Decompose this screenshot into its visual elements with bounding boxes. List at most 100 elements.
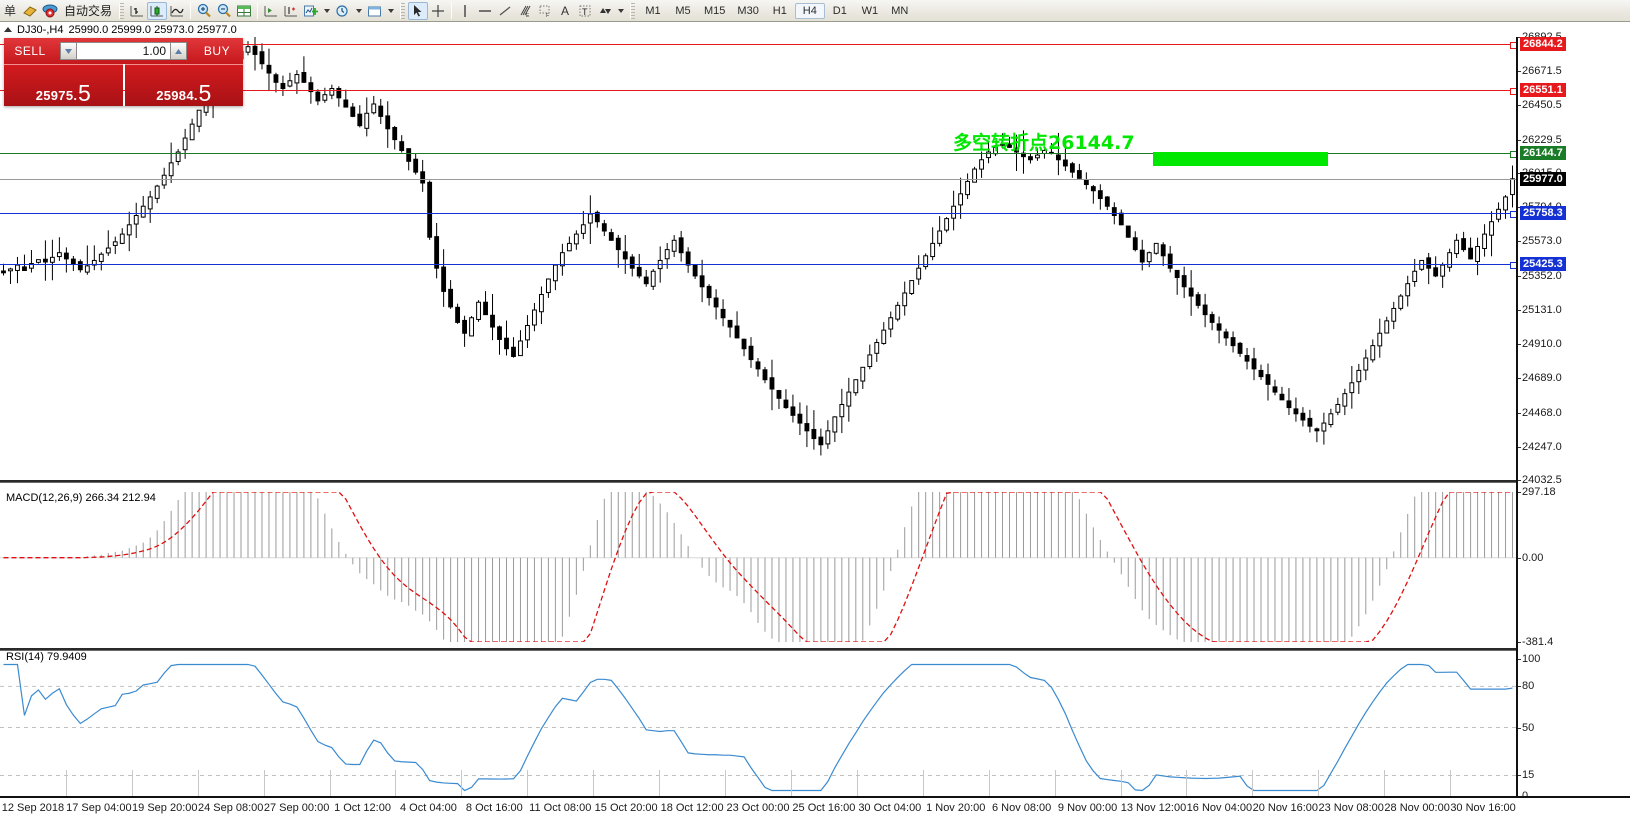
timeframe-mn[interactable]: MN — [891, 4, 909, 17]
arrows-icon[interactable] — [595, 2, 615, 20]
line-chart-icon[interactable] — [167, 2, 187, 20]
macd-pane[interactable] — [0, 492, 1516, 642]
macd-series — [0, 492, 1516, 642]
toolbar-grip-2[interactable] — [400, 2, 406, 19]
resistance-level-26844-line[interactable] — [0, 42, 1516, 50]
data-window-icon[interactable] — [234, 2, 254, 20]
time-tick: 17 Sep 04:00 — [66, 802, 132, 814]
crosshair-icon[interactable] — [428, 2, 448, 20]
candlestick-chart-icon[interactable] — [147, 1, 168, 20]
level-handle[interactable] — [1510, 87, 1516, 95]
time-gridline — [1054, 770, 1056, 796]
macd-tick: 297.18 — [1518, 486, 1556, 498]
macd-label: MACD(12,26,9) 266.34 212.94 — [4, 492, 158, 504]
main-toolbar: 单 自动交易 — [0, 0, 1630, 22]
autotrading-label[interactable]: 自动交易 — [64, 4, 113, 18]
price-tick: 24468.0 — [1518, 406, 1562, 419]
horizontal-line-icon[interactable] — [475, 2, 495, 20]
level-handle[interactable] — [1510, 262, 1516, 270]
support-level-25425-line[interactable] — [0, 262, 1516, 270]
support-level-25758-line[interactable] — [0, 210, 1516, 218]
buy-price-display[interactable]: 25984 . 5 — [124, 64, 243, 106]
new-order-icon[interactable]: 单 — [3, 4, 16, 18]
fibonacci-icon[interactable]: E — [515, 2, 535, 20]
text-icon[interactable]: A — [561, 3, 570, 18]
time-gridline — [263, 770, 265, 796]
pane-divider-rsi[interactable] — [0, 648, 1630, 651]
auto-scroll-icon[interactable] — [281, 2, 301, 20]
toolbar-grip[interactable] — [119, 2, 125, 19]
timeframe-w1[interactable]: W1 — [861, 4, 879, 17]
timeframe-h1[interactable]: H1 — [772, 4, 787, 17]
cursor-icon[interactable] — [408, 1, 429, 20]
buy-button[interactable]: BUY — [191, 38, 243, 64]
arrows-dropdown-caret[interactable] — [618, 8, 625, 13]
chart-annotation-text[interactable]: 多空转折点26144.7 — [953, 132, 1135, 154]
trendline-icon[interactable] — [495, 2, 515, 20]
text-label-icon[interactable]: T — [575, 2, 595, 20]
timeframe-m15[interactable]: M15 — [704, 4, 726, 17]
timeframe-m1[interactable]: M1 — [645, 4, 661, 17]
macd-tick: 0.00 — [1517, 551, 1544, 564]
timeframe-d1[interactable]: D1 — [832, 4, 847, 17]
indicators-dropdown-caret[interactable] — [324, 8, 331, 13]
trade-panel-prices: 25975 . 5 25984 . 5 — [4, 64, 243, 106]
time-tick: 15 Oct 20:00 — [594, 802, 658, 814]
time-tick: 4 Oct 04:00 — [399, 802, 457, 814]
volume-input[interactable]: 1.00 — [77, 42, 170, 60]
resistance-level-26551-line[interactable] — [0, 87, 1516, 95]
fibo-fan-icon[interactable]: F — [535, 2, 555, 20]
pivot-level-26144-flag[interactable]: 26144.7 — [1520, 145, 1566, 160]
templates-icon[interactable] — [365, 2, 385, 20]
one-click-trading-panel[interactable]: SELL 1.00 BUY 25975 . 5 25984 . 5 — [4, 38, 243, 106]
timeframe-m30[interactable]: M30 — [737, 4, 759, 17]
volume-control[interactable]: 1.00 — [56, 38, 191, 64]
toolbar-grip-3[interactable] — [630, 2, 636, 19]
volume-increase-button[interactable] — [170, 42, 187, 60]
price-tick: 24247.0 — [1518, 440, 1562, 453]
collapse-icon[interactable] — [4, 27, 12, 32]
current-price-level-line[interactable] — [0, 178, 1516, 180]
support-level-25425-flag[interactable]: 25425.3 — [1520, 257, 1566, 272]
periodicity-icon[interactable] — [333, 2, 353, 20]
timeframe-h4[interactable]: H4 — [794, 2, 825, 19]
price-chart-pane[interactable] — [0, 37, 1516, 480]
level-handle[interactable] — [1510, 150, 1516, 158]
pivot-level-26144-line[interactable] — [0, 150, 1516, 158]
autotrading-icon[interactable] — [40, 2, 60, 20]
annotation-highlight-box[interactable] — [1153, 152, 1328, 166]
price-tick: 26450.5 — [1518, 99, 1562, 112]
time-gridline — [1120, 770, 1122, 796]
current-price-level-flag[interactable]: 25977.0 — [1520, 171, 1566, 186]
time-gridline — [922, 770, 924, 796]
level-handle[interactable] — [1510, 42, 1516, 50]
time-gridline — [1450, 770, 1452, 796]
rsi-pane[interactable] — [0, 659, 1516, 796]
macd-tick: -381.4 — [1517, 636, 1554, 648]
expert-advisor-icon[interactable] — [20, 2, 40, 20]
volume-decrease-button[interactable] — [60, 42, 77, 60]
time-axis[interactable]: 12 Sep 2018 17 Sep 04:00 19 Sep 20:00 24 Se… — [0, 770, 1630, 820]
pane-divider-macd[interactable] — [0, 480, 1630, 483]
buy-price-main: 25984 — [156, 88, 194, 103]
periodicity-dropdown-caret[interactable] — [356, 8, 363, 13]
rsi-tick: 15 — [1517, 769, 1535, 782]
price-axis[interactable]: 26892.526671.526450.526229.526015.025794… — [1516, 31, 1630, 802]
indicators-icon[interactable] — [301, 2, 321, 20]
timeframe-m5[interactable]: M5 — [675, 4, 691, 17]
templates-dropdown-caret[interactable] — [388, 8, 395, 13]
vertical-line-icon[interactable] — [455, 2, 475, 20]
support-level-25758-flag[interactable]: 25758.3 — [1520, 205, 1566, 220]
rsi-tick: 100 — [1517, 653, 1541, 665]
bar-chart-icon[interactable] — [127, 2, 147, 20]
resistance-level-26551-flag[interactable]: 26551.1 — [1520, 82, 1566, 97]
sell-button[interactable]: SELL — [4, 38, 56, 64]
resistance-level-26844-flag[interactable]: 26844.2 — [1520, 37, 1566, 52]
sell-price-dot: . — [73, 88, 77, 103]
level-handle[interactable] — [1510, 210, 1516, 218]
zoom-out-icon[interactable] — [214, 2, 234, 20]
sell-price-display[interactable]: 25975 . 5 — [4, 64, 123, 106]
chart-shift-icon[interactable] — [261, 2, 281, 20]
zoom-in-icon[interactable] — [194, 2, 214, 20]
time-gridline — [725, 770, 727, 796]
